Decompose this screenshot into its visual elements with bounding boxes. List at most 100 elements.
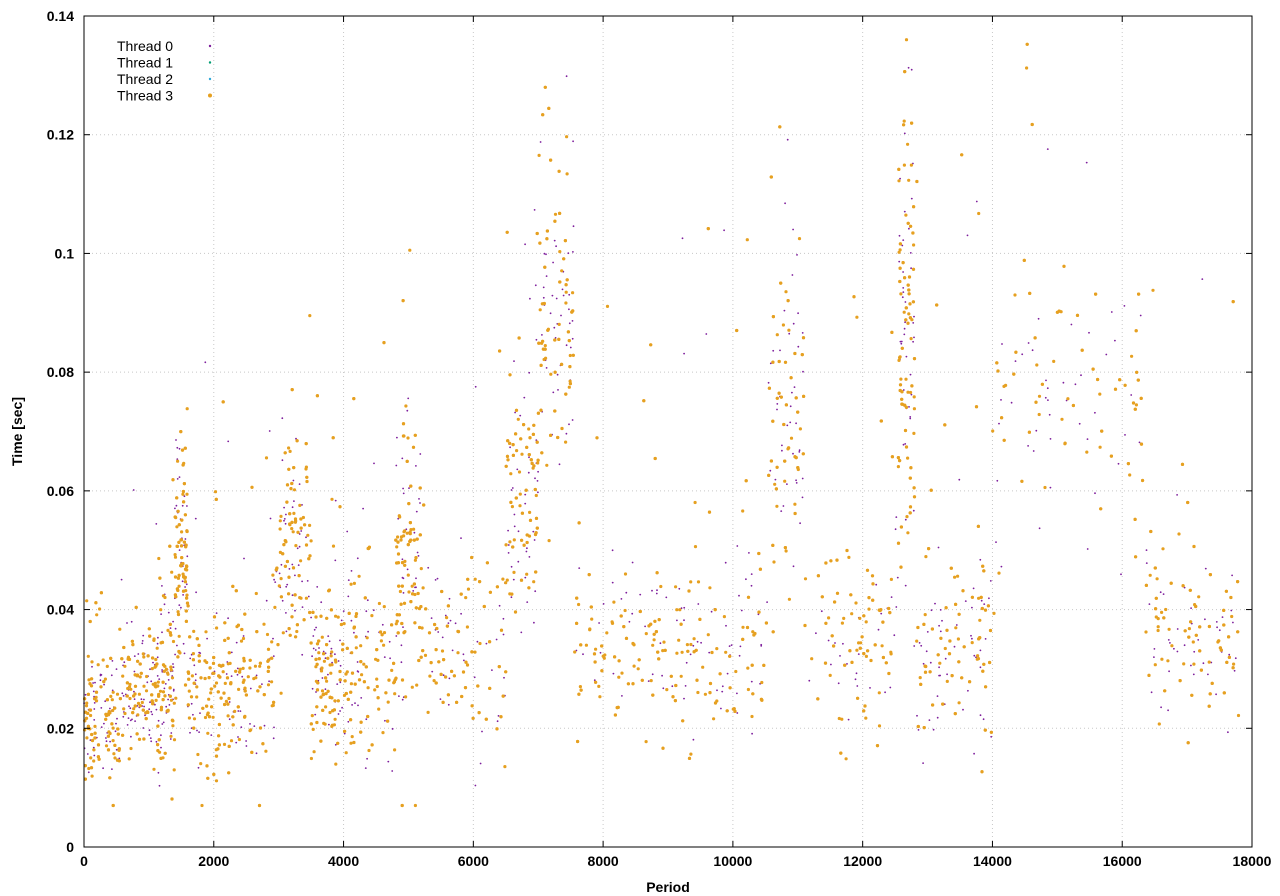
- data-point: [903, 132, 906, 135]
- data-point: [514, 411, 516, 414]
- data-point: [283, 506, 285, 509]
- data-point: [513, 360, 515, 362]
- data-point: [671, 685, 674, 688]
- data-point: [736, 545, 739, 547]
- data-point: [827, 639, 830, 642]
- data-point: [510, 489, 513, 491]
- data-point: [115, 748, 118, 751]
- data-point: [526, 547, 528, 550]
- data-point: [561, 288, 564, 291]
- data-point: [898, 260, 901, 263]
- data-point: [631, 561, 634, 564]
- data-point: [903, 333, 906, 336]
- data-point: [1233, 669, 1236, 672]
- data-point: [631, 612, 634, 615]
- data-point: [1145, 549, 1148, 551]
- data-point: [1150, 691, 1153, 694]
- data-point: [291, 506, 294, 509]
- data-point: [140, 698, 143, 701]
- data-point: [507, 552, 510, 554]
- data-point: [1204, 567, 1207, 570]
- data-point: [169, 627, 172, 629]
- data-point: [792, 452, 794, 455]
- data-point: [334, 559, 337, 562]
- data-point: [996, 479, 999, 482]
- data-point: [110, 674, 113, 677]
- data-point: [356, 661, 359, 663]
- data-point: [513, 513, 516, 516]
- data-point: [283, 519, 285, 522]
- data-point: [1176, 494, 1178, 496]
- data-point: [528, 456, 530, 459]
- data-point: [439, 698, 442, 700]
- data-point: [620, 598, 623, 600]
- data-point: [334, 653, 336, 656]
- data-point: [176, 644, 178, 647]
- data-point: [797, 345, 800, 348]
- data-point: [133, 698, 136, 700]
- data-point: [917, 729, 920, 731]
- data-point: [925, 650, 928, 653]
- data-point: [111, 768, 113, 770]
- data-point: [100, 674, 103, 676]
- data-point: [517, 530, 520, 533]
- data-point: [909, 373, 912, 376]
- data-point: [750, 584, 753, 587]
- data-point: [990, 735, 993, 738]
- data-point: [427, 566, 430, 569]
- data-point: [133, 670, 136, 673]
- data-point: [558, 463, 561, 466]
- data-point: [167, 698, 170, 701]
- data-point: [239, 710, 242, 712]
- data-point: [979, 649, 982, 652]
- data-point: [939, 609, 942, 611]
- data-point: [463, 659, 465, 662]
- data-point: [474, 385, 477, 388]
- data-point: [1183, 644, 1186, 647]
- data-point: [799, 522, 801, 525]
- data-point: [568, 423, 570, 426]
- data-point: [880, 612, 883, 615]
- data-point: [557, 389, 559, 391]
- data-point: [430, 617, 433, 619]
- data-point: [941, 619, 943, 622]
- data-point: [1105, 353, 1108, 356]
- data-point: [946, 673, 948, 676]
- data-point: [141, 640, 144, 642]
- data-point: [661, 674, 663, 677]
- data-point: [334, 743, 337, 746]
- data-point: [149, 668, 151, 671]
- data-point: [1207, 673, 1209, 676]
- data-point: [412, 590, 415, 592]
- data-point: [895, 606, 898, 608]
- data-point: [347, 579, 350, 581]
- data-point: [156, 656, 159, 659]
- data-point: [356, 557, 359, 560]
- data-point: [343, 732, 346, 735]
- data-point: [795, 482, 798, 484]
- data-point: [532, 530, 535, 533]
- data-point: [502, 617, 505, 620]
- data-point: [272, 637, 274, 640]
- data-point: [491, 669, 493, 671]
- data-point: [780, 510, 783, 512]
- data-point: [964, 600, 967, 602]
- data-point: [109, 740, 111, 743]
- data-point: [793, 386, 796, 388]
- data-point: [875, 583, 878, 586]
- data-point: [1190, 664, 1192, 667]
- data-point: [525, 550, 528, 553]
- data-point: [185, 583, 188, 586]
- data-point: [527, 471, 530, 474]
- data-point: [417, 555, 420, 557]
- data-point: [612, 672, 615, 675]
- data-point: [510, 596, 513, 599]
- data-point: [168, 704, 171, 706]
- data-point: [903, 327, 906, 330]
- data-point: [920, 644, 923, 647]
- data-point: [683, 606, 686, 609]
- data-point: [339, 664, 342, 667]
- data-point: [144, 714, 146, 717]
- data-point: [291, 594, 294, 597]
- data-point: [676, 619, 678, 622]
